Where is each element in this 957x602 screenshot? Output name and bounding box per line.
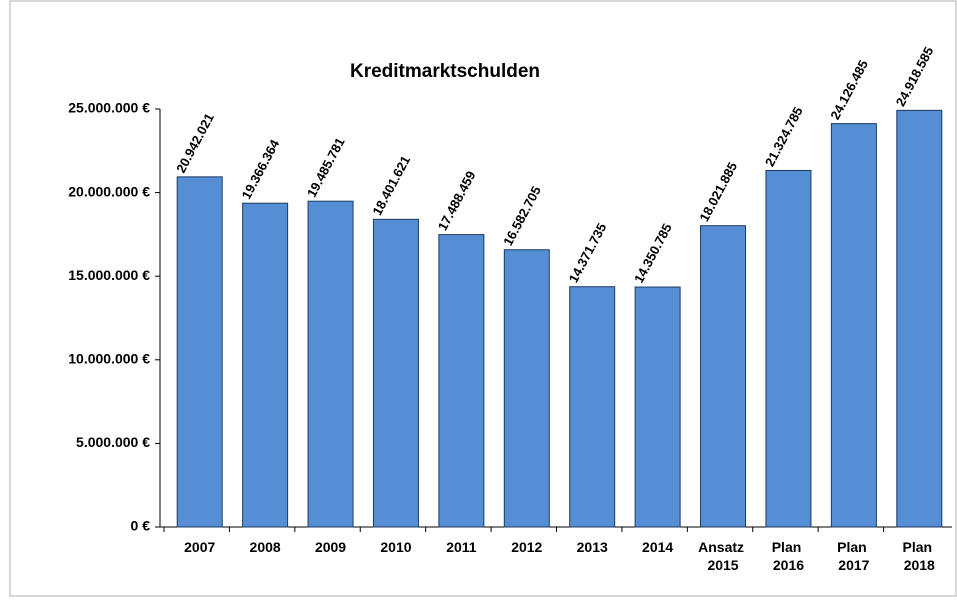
bar — [634, 286, 681, 528]
bar — [569, 286, 616, 528]
y-tick-label: 25.000.000 € — [68, 100, 150, 116]
bar — [896, 109, 943, 528]
x-tick-label: Plan 2016 — [772, 539, 805, 573]
x-tick-label: Plan 2018 — [903, 539, 936, 573]
bar — [503, 249, 550, 528]
x-tick-label: 2011 — [446, 539, 477, 555]
x-tick-label: 2014 — [642, 539, 673, 555]
bar — [700, 225, 747, 528]
x-tick-label: 2012 — [511, 539, 542, 555]
x-tick-label: 2010 — [380, 539, 411, 555]
chart-title: Kreditmarktschulden — [350, 61, 540, 82]
bar — [765, 169, 812, 528]
bar — [176, 176, 223, 528]
y-tick-label: 0 € — [131, 518, 151, 534]
bar — [830, 123, 877, 528]
x-tick-label: 2009 — [315, 539, 346, 555]
bar — [242, 202, 289, 528]
x-tick-label: 2007 — [184, 539, 215, 555]
x-tick-label: 2008 — [250, 539, 281, 555]
x-tick-label: 2013 — [577, 539, 608, 555]
y-tick-label: 15.000.000 € — [68, 267, 150, 283]
y-tick-label: 20.000.000 € — [68, 183, 150, 199]
y-tick-label: 10.000.000 € — [68, 351, 150, 367]
bar — [438, 234, 485, 528]
bar — [372, 218, 419, 528]
x-tick-label: Plan 2017 — [837, 539, 870, 573]
x-tick-label: Ansatz 2015 — [698, 539, 748, 573]
bar — [307, 200, 354, 528]
y-tick-label: 5.000.000 € — [76, 434, 150, 450]
